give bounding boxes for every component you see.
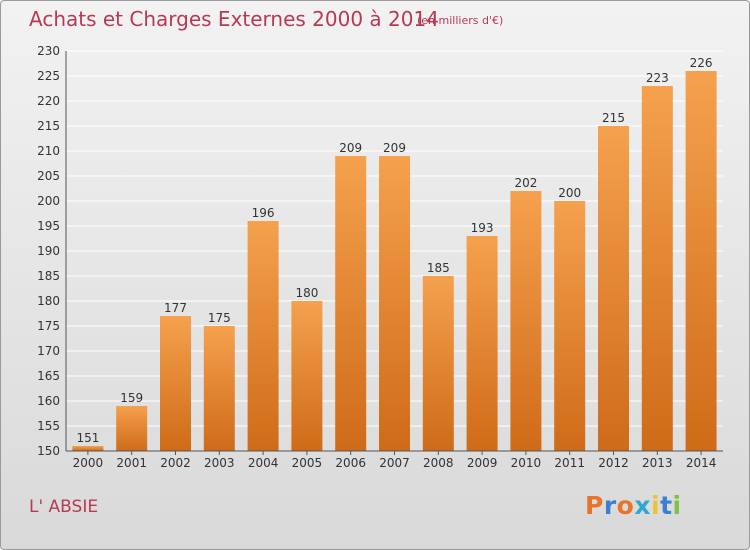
chart-subtitle: (en milliers d'€) xyxy=(417,14,504,27)
bar xyxy=(247,221,279,451)
data-label: 226 xyxy=(690,56,713,70)
data-label: 193 xyxy=(471,221,494,235)
y-tick-label: 170 xyxy=(37,344,60,358)
x-tick-label: 2010 xyxy=(511,456,542,470)
commune-name: L' ABSIE xyxy=(29,497,99,517)
y-tick-label: 220 xyxy=(37,94,60,108)
x-tick-label: 2007 xyxy=(379,456,410,470)
logo-letter: t xyxy=(660,491,673,520)
bar xyxy=(422,276,454,451)
logo-letter: i xyxy=(672,491,682,520)
data-label: 202 xyxy=(514,176,537,190)
bar xyxy=(598,126,629,451)
data-label: 175 xyxy=(208,311,231,325)
y-tick-label: 230 xyxy=(37,44,60,58)
x-tick-label: 2004 xyxy=(248,456,279,470)
x-tick-label: 2011 xyxy=(554,456,585,470)
y-tick-label: 190 xyxy=(37,244,60,258)
y-tick-label: 160 xyxy=(37,394,60,408)
x-tick-label: 2005 xyxy=(292,456,323,470)
logo-letter: i xyxy=(651,491,661,520)
y-tick-label: 200 xyxy=(37,194,60,208)
bar xyxy=(379,156,410,451)
y-tick-label: 195 xyxy=(37,219,60,233)
y-tick-label: 210 xyxy=(37,144,60,158)
y-tick-label: 225 xyxy=(37,69,60,83)
bar xyxy=(466,236,498,451)
data-label: 177 xyxy=(164,301,187,315)
data-label: 159 xyxy=(120,391,143,405)
y-tick-label: 150 xyxy=(37,444,60,458)
logo-letter: P xyxy=(585,491,604,520)
x-tick-label: 2014 xyxy=(686,456,717,470)
logo-letter: x xyxy=(634,491,651,520)
proxiti-logo: Proxiti xyxy=(585,491,682,520)
axes: 150 155 160 165 170 175 180 185 190 195 200 205 210 2… xyxy=(37,44,723,470)
x-tick-label: 2006 xyxy=(335,456,366,470)
logo-letter: r xyxy=(603,491,617,520)
x-tick-label: 2001 xyxy=(116,456,147,470)
bar xyxy=(554,201,586,451)
x-tick-label: 2002 xyxy=(160,456,191,470)
bar xyxy=(335,156,367,451)
bar xyxy=(72,446,104,451)
y-tick-label: 215 xyxy=(37,119,60,133)
data-label: 200 xyxy=(558,186,581,200)
logo-letter: o xyxy=(616,491,635,520)
y-tick-label: 165 xyxy=(37,369,60,383)
data-label: 209 xyxy=(383,141,406,155)
bar xyxy=(685,71,717,451)
x-tick-label: 2000 xyxy=(73,456,104,470)
x-tick-label: 2003 xyxy=(204,456,235,470)
bar xyxy=(160,316,191,451)
y-tick-label: 185 xyxy=(37,269,60,283)
bars: 151 159 177 175 196 180 209 209 185 193 202 200 215 2… xyxy=(72,56,717,451)
x-tick-label: 2009 xyxy=(467,456,498,470)
data-label: 180 xyxy=(295,286,318,300)
x-tick-label: 2013 xyxy=(642,456,673,470)
bar xyxy=(510,191,542,451)
bar xyxy=(203,326,235,451)
bar xyxy=(291,301,323,451)
data-label: 215 xyxy=(602,111,625,125)
y-tick-label: 205 xyxy=(37,169,60,183)
y-tick-label: 180 xyxy=(37,294,60,308)
data-label: 209 xyxy=(339,141,362,155)
chart-title: Achats et Charges Externes 2000 à 2014 xyxy=(29,7,439,31)
x-tick-label: 2008 xyxy=(423,456,454,470)
x-tick-label: 2012 xyxy=(598,456,629,470)
data-label: 196 xyxy=(252,206,275,220)
data-label: 151 xyxy=(76,431,99,445)
data-label: 223 xyxy=(646,71,669,85)
y-tick-label: 155 xyxy=(37,419,60,433)
bar xyxy=(641,86,673,451)
data-label: 185 xyxy=(427,261,450,275)
bar xyxy=(116,406,148,451)
y-tick-label: 175 xyxy=(37,319,60,333)
